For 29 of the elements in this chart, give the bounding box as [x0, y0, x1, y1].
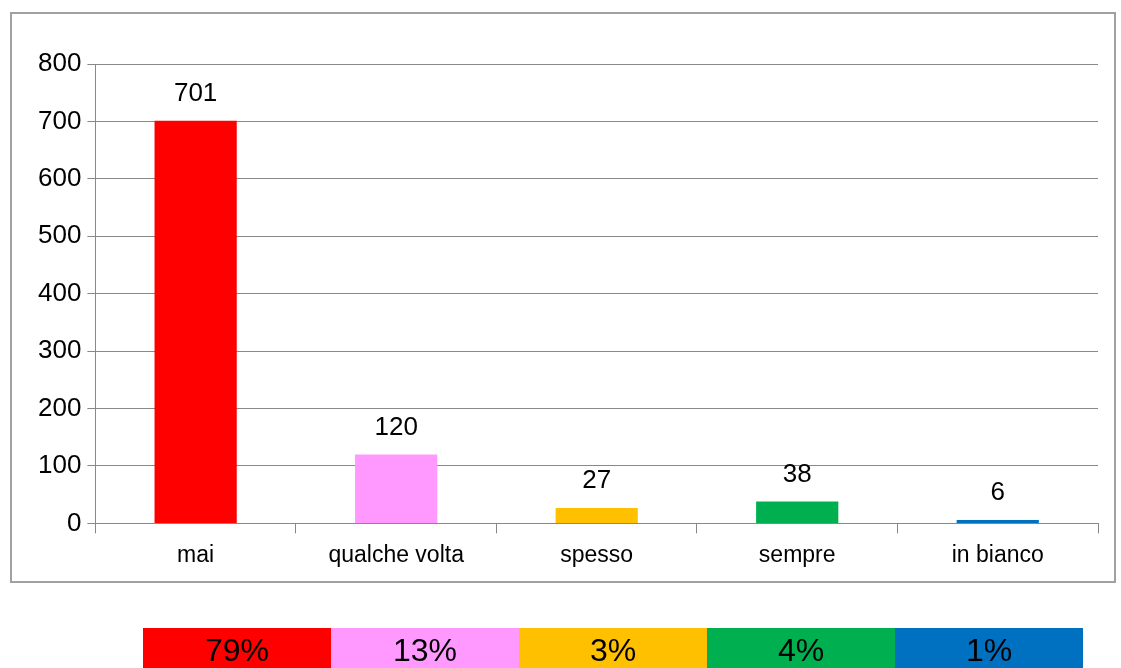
text: 4%	[707, 628, 895, 668]
x-tick-label: qualche volta	[328, 540, 465, 567]
bar	[756, 501, 839, 523]
data-label: 27	[582, 464, 612, 495]
y-tick-label: 700	[37, 104, 82, 135]
text: 3%	[519, 628, 707, 668]
bar	[555, 507, 638, 523]
data-label: 120	[374, 410, 418, 441]
x-tick-label: sempre	[758, 540, 836, 567]
y-tick-label: 400	[37, 276, 82, 307]
text: 79%	[143, 628, 331, 668]
bar	[956, 519, 1039, 523]
y-tick-label: 300	[37, 334, 82, 365]
y-tick-label: 800	[37, 47, 82, 78]
bar	[355, 454, 438, 523]
data-label: 38	[782, 457, 812, 488]
y-tick-label: 600	[37, 162, 82, 193]
x-tick-label: spesso	[560, 540, 634, 567]
y-tick-label: 200	[37, 391, 82, 422]
text: 1%	[895, 628, 1083, 668]
text: 13%	[331, 628, 519, 668]
y-tick-label: 100	[37, 449, 82, 480]
data-label: 6	[990, 476, 1005, 507]
y-tick-label: 500	[37, 219, 82, 250]
data-label: 701	[173, 77, 218, 108]
y-tick-label: 0	[66, 506, 82, 537]
x-tick-label: in bianco	[951, 540, 1044, 567]
bar	[154, 120, 237, 523]
x-tick-label: mai	[177, 540, 215, 567]
